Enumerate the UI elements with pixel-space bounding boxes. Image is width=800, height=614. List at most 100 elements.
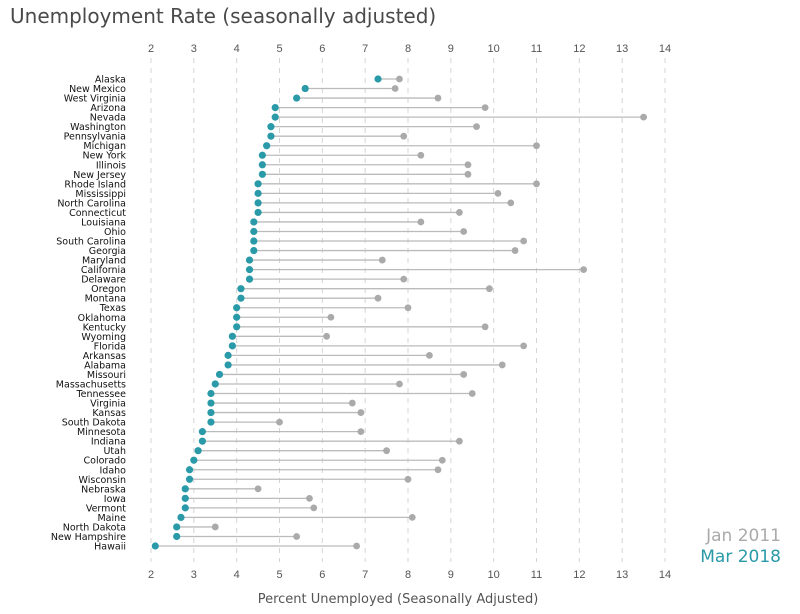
x-tick-label-bottom: 4 [234, 569, 240, 581]
x-tick-label-bottom: 11 [531, 569, 542, 581]
state-label: Georgia [89, 246, 126, 257]
row-alabama: Alabama [84, 360, 506, 371]
state-label: Montana [85, 294, 126, 305]
row-maine: Maine [97, 513, 416, 524]
point-jan-2011 [460, 371, 468, 378]
point-mar-2018 [181, 485, 189, 493]
state-label: Utah [103, 446, 126, 457]
point-jan-2011 [357, 428, 365, 436]
point-jan-2011 [481, 323, 489, 331]
x-tick-label-bottom: 7 [362, 569, 368, 581]
row-tennessee: Tennessee [75, 389, 476, 400]
state-label: Oklahoma [78, 313, 126, 324]
row-missouri: Missouri [87, 370, 468, 381]
point-mar-2018 [245, 266, 254, 274]
row-florida: Florida [94, 341, 528, 352]
point-jan-2011 [310, 504, 318, 512]
x-tick-label-top: 10 [488, 43, 500, 55]
point-jan-2011 [456, 437, 463, 445]
point-jan-2011 [494, 189, 502, 197]
state-label: Hawaii [94, 542, 126, 553]
point-mar-2018 [198, 428, 206, 436]
state-label: Illinois [96, 160, 126, 171]
row-minnesota: Minnesota [77, 427, 365, 438]
point-jan-2011 [481, 104, 489, 111]
point-jan-2011 [357, 409, 365, 416]
point-jan-2011 [434, 94, 442, 102]
state-label: Kansas [92, 408, 126, 419]
point-jan-2011 [404, 475, 412, 483]
point-mar-2018 [258, 161, 266, 169]
point-jan-2011 [211, 523, 219, 531]
point-jan-2011 [520, 342, 528, 350]
point-mar-2018 [194, 447, 202, 455]
point-mar-2018 [237, 294, 245, 302]
point-jan-2011 [456, 209, 463, 216]
point-jan-2011 [396, 380, 403, 388]
row-mississippi: Mississippi [75, 189, 502, 200]
row-ohio: Ohio [104, 227, 468, 238]
x-axis-top: 2 3 4 5 6 7 8 9 10 11 12 13 14 [148, 43, 671, 55]
row-connecticut: Connecticut [69, 208, 463, 219]
state-label: Connecticut [69, 208, 126, 219]
point-mar-2018 [271, 103, 279, 112]
x-tick-label-top: 4 [234, 43, 240, 55]
point-jan-2011 [640, 113, 647, 121]
point-mar-2018 [233, 313, 241, 321]
x-tick-label-top: 9 [448, 43, 454, 55]
point-jan-2011 [460, 228, 468, 235]
point-mar-2018 [250, 218, 258, 226]
point-mar-2018 [151, 542, 159, 550]
state-label: Alaska [95, 75, 126, 86]
row-massachusetts: Massachusetts [56, 379, 403, 390]
point-mar-2018 [224, 351, 232, 359]
point-jan-2011 [533, 180, 540, 188]
point-mar-2018 [271, 113, 279, 121]
state-label: New Mexico [69, 84, 126, 95]
state-label: Idaho [100, 465, 127, 476]
row-washington: Washington [70, 122, 480, 133]
point-jan-2011 [396, 75, 403, 83]
x-tick-label-top: 14 [659, 43, 671, 55]
state-label: Colorado [84, 456, 127, 467]
row-rhode-island: Rhode Island [64, 179, 540, 190]
row-south-dakota: South Dakota [62, 418, 283, 429]
point-jan-2011 [400, 132, 408, 140]
point-mar-2018 [181, 494, 189, 502]
x-tick-label-top: 12 [573, 43, 585, 55]
point-jan-2011 [404, 304, 412, 312]
point-jan-2011 [434, 466, 442, 474]
state-label: Tennessee [75, 389, 126, 400]
state-label: Pennsylvania [64, 132, 126, 143]
point-mar-2018 [173, 532, 181, 541]
point-mar-2018 [258, 170, 266, 178]
point-mar-2018 [224, 361, 232, 369]
point-jan-2011 [408, 514, 416, 521]
point-jan-2011 [417, 218, 425, 226]
x-tick-label-bottom: 13 [616, 569, 628, 581]
state-label: North Dakota [63, 522, 126, 533]
state-label: Massachusetts [56, 379, 126, 390]
point-jan-2011 [580, 266, 588, 274]
x-tick-label-bottom: 9 [448, 569, 454, 581]
point-jan-2011 [391, 85, 399, 92]
state-label: Alabama [84, 360, 126, 371]
point-mar-2018 [198, 437, 206, 445]
point-mar-2018 [207, 408, 215, 417]
state-label: Arkansas [83, 351, 126, 362]
state-label: Maryland [82, 256, 126, 267]
point-jan-2011 [511, 247, 519, 254]
point-jan-2011 [374, 294, 382, 302]
point-mar-2018 [258, 151, 266, 159]
state-label: New York [82, 151, 126, 162]
legend-entry-mar-2018: Mar 2018 [700, 547, 781, 567]
point-mar-2018 [245, 275, 254, 283]
x-tick-label-top: 13 [616, 43, 628, 55]
point-mar-2018 [233, 304, 241, 312]
row-new-york: New York [82, 151, 425, 162]
row-vermont: Vermont [86, 503, 318, 514]
row-new-jersey: New Jersey [73, 170, 472, 181]
point-mar-2018 [237, 285, 245, 293]
state-label: Delaware [81, 275, 126, 286]
